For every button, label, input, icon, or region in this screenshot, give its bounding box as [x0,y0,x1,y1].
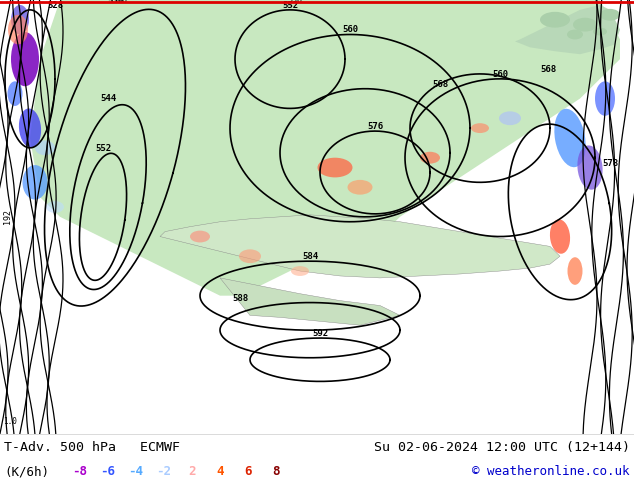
Polygon shape [220,278,400,325]
Ellipse shape [291,266,309,276]
Text: © weatheronline.co.uk: © weatheronline.co.uk [472,466,630,478]
Text: Su 02-06-2024 12:00 UTC (12+144): Su 02-06-2024 12:00 UTC (12+144) [374,441,630,454]
Ellipse shape [595,81,615,116]
Polygon shape [30,0,620,295]
Ellipse shape [567,257,583,285]
Text: 576: 576 [367,122,383,131]
Ellipse shape [471,123,489,133]
Text: 584: 584 [302,252,318,261]
Text: -8: -8 [72,466,87,478]
Ellipse shape [35,141,55,155]
Text: 2: 2 [188,466,196,478]
Ellipse shape [190,231,210,243]
Ellipse shape [499,111,521,125]
Polygon shape [515,5,620,54]
Text: 528: 528 [47,1,63,10]
Ellipse shape [347,180,373,195]
Text: 560: 560 [342,25,358,34]
Ellipse shape [318,158,353,177]
Text: -2: -2 [157,466,172,478]
Text: 8: 8 [272,466,280,478]
Text: 536: 536 [112,0,127,5]
Ellipse shape [239,249,261,263]
Text: 1.0: 1.0 [3,417,17,426]
Text: 560: 560 [492,70,508,79]
Text: 568: 568 [540,65,556,74]
Text: T-Adv. 500 hPa   ECMWF: T-Adv. 500 hPa ECMWF [4,441,180,454]
Text: -6: -6 [101,466,115,478]
Ellipse shape [600,9,620,21]
Ellipse shape [540,12,570,27]
Text: -4: -4 [129,466,143,478]
Text: 552: 552 [95,144,111,153]
Text: 592: 592 [312,329,328,338]
Ellipse shape [22,165,48,199]
Ellipse shape [11,5,29,34]
Text: 6: 6 [244,466,252,478]
Text: (K/6h): (K/6h) [4,466,49,478]
Ellipse shape [593,27,607,35]
Text: 588: 588 [232,294,248,302]
Ellipse shape [420,152,440,164]
Polygon shape [160,215,560,278]
Ellipse shape [19,108,41,148]
Ellipse shape [573,18,597,31]
Text: 578: 578 [602,159,618,168]
Ellipse shape [11,32,39,86]
Text: 4: 4 [216,466,224,478]
Ellipse shape [554,109,586,167]
Text: 192: 192 [3,209,12,224]
Ellipse shape [567,29,583,39]
Ellipse shape [8,15,28,45]
Ellipse shape [550,220,570,254]
Text: 536: 536 [107,0,123,5]
Text: 544: 544 [100,95,116,103]
Ellipse shape [8,81,22,106]
Text: 552: 552 [282,1,298,10]
Text: 556: 556 [287,0,302,5]
Ellipse shape [46,201,64,213]
Ellipse shape [578,146,602,190]
Text: 568: 568 [432,80,448,89]
